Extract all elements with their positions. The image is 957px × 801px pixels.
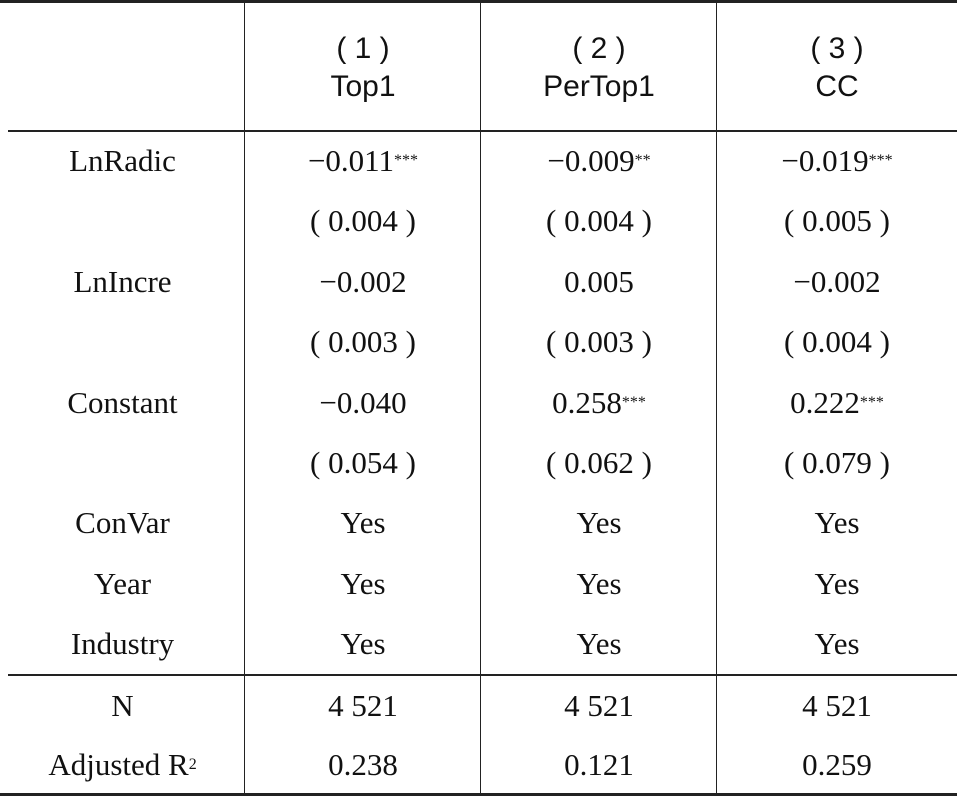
cell-value: Yes (814, 565, 860, 601)
table-cell: ( 0.004 ) (245, 191, 481, 251)
cell-value: Yes (340, 626, 386, 662)
cell-value: ( 0.079 ) (784, 445, 890, 480)
row-label: LnIncre (0, 252, 245, 312)
table-cell: 4 521 (717, 676, 957, 735)
cell-value: ( 0.004 ) (784, 324, 890, 360)
table-cell: −0.009 ** (547, 143, 651, 178)
cell-value: 0.005 (564, 263, 634, 299)
row-label-text: Industry (70, 626, 175, 662)
cell-value: −0.040 (319, 384, 407, 420)
row-label-text: ConVar (75, 505, 170, 541)
column-number: ( 2 ) (572, 32, 626, 65)
table-cell: ( 0.062 ) (481, 433, 717, 493)
table-cell: 4 521 (481, 676, 717, 735)
table-cell: 0.222 *** (790, 384, 884, 420)
table-cell: ( 0.003 ) (245, 312, 481, 372)
cell-value: ( 0.004 ) (546, 203, 652, 239)
table-cell: 4 521 (245, 676, 481, 735)
column-header: ( 1 ) Top1 (245, 6, 481, 130)
cell-value: 0.259 (802, 746, 872, 782)
cell-value: ( 0.003 ) (310, 324, 416, 360)
row-label-text: Adjusted R (48, 746, 189, 782)
top-rule (0, 0, 957, 3)
cell-value: ( 0.062 ) (546, 445, 652, 480)
row-label: LnRadic (0, 131, 245, 191)
cell-value: ( 0.005 ) (784, 203, 890, 239)
table-cell: ( 0.004 ) (481, 191, 717, 251)
cell-value: Yes (576, 565, 622, 601)
column-number: ( 3 ) (810, 32, 864, 65)
column-name: PerTop1 (543, 70, 655, 103)
table-cell: Yes (245, 614, 481, 674)
row-label: Constant (0, 373, 245, 433)
row-label-text: N (111, 687, 134, 723)
cell-value: Yes (814, 505, 860, 541)
column-rule (480, 0, 481, 796)
column-rule (716, 0, 717, 796)
row-label-text: LnRadic (69, 143, 176, 178)
table-cell: 0.238 (245, 735, 481, 794)
table-cell: 0.259 (717, 735, 957, 794)
cell-value: −0.019 (781, 143, 869, 178)
footer-rule (8, 674, 957, 676)
column-header: ( 2 ) PerTop1 (481, 6, 717, 130)
column-rule (244, 0, 245, 796)
table-cell: Yes (717, 614, 957, 674)
cell-value: 4 521 (564, 687, 634, 723)
column-number: ( 1 ) (336, 32, 390, 65)
table-cell: Yes (481, 614, 717, 674)
cell-value: 0.121 (564, 746, 634, 782)
cell-value: −0.002 (319, 263, 407, 299)
table-cell: Yes (717, 554, 957, 614)
table-cell: ( 0.003 ) (481, 312, 717, 372)
table-cell: ( 0.054 ) (245, 433, 481, 493)
column-name: Top1 (330, 70, 396, 103)
table-cell: −0.040 (245, 373, 481, 433)
cell-value: 0.222 (790, 384, 860, 420)
cell-value: −0.011 (307, 143, 395, 178)
column-name: CC (815, 70, 859, 103)
table-cell: 0.121 (481, 735, 717, 794)
table-cell: −0.002 (245, 252, 481, 312)
cell-value: Yes (814, 626, 860, 662)
cell-value: Yes (576, 626, 622, 662)
row-label-text: Constant (67, 384, 178, 420)
cell-value: −0.009 (547, 143, 635, 178)
table-cell: −0.011 *** (307, 143, 419, 178)
header-rule (8, 130, 957, 132)
cell-value: Yes (576, 505, 622, 541)
table-cell: 0.005 (481, 252, 717, 312)
cell-value: −0.002 (793, 263, 881, 299)
table-cell: Yes (481, 493, 717, 553)
cell-value: 4 521 (802, 687, 872, 723)
table-cell: −0.002 (717, 252, 957, 312)
cell-value: ( 0.054 ) (310, 445, 416, 480)
row-label: Industry (0, 614, 245, 674)
cell-value: 0.258 (552, 384, 622, 420)
cell-value: ( 0.004 ) (310, 203, 416, 239)
row-label: ConVar (0, 493, 245, 553)
row-label: Year (0, 554, 245, 614)
cell-value: 4 521 (328, 687, 398, 723)
row-label-text: LnIncre (73, 263, 172, 299)
table-cell: Yes (245, 554, 481, 614)
table-cell: 0.258 *** (552, 384, 646, 420)
table-cell: ( 0.004 ) (717, 312, 957, 372)
table-cell: ( 0.079 ) (717, 433, 957, 493)
cell-value: ( 0.003 ) (546, 324, 652, 360)
column-header: ( 3 ) CC (717, 6, 957, 130)
table-cell: Yes (245, 493, 481, 553)
bottom-rule (0, 793, 957, 796)
table-cell: Yes (481, 554, 717, 614)
cell-value: Yes (340, 505, 386, 541)
table-cell: ( 0.005 ) (717, 191, 957, 251)
row-label-text: Year (93, 565, 152, 601)
cell-value: Yes (340, 565, 386, 601)
table-cell: −0.019 *** (781, 143, 893, 178)
row-label: N (0, 676, 245, 735)
table-cell: Yes (717, 493, 957, 553)
cell-value: 0.238 (328, 746, 398, 782)
